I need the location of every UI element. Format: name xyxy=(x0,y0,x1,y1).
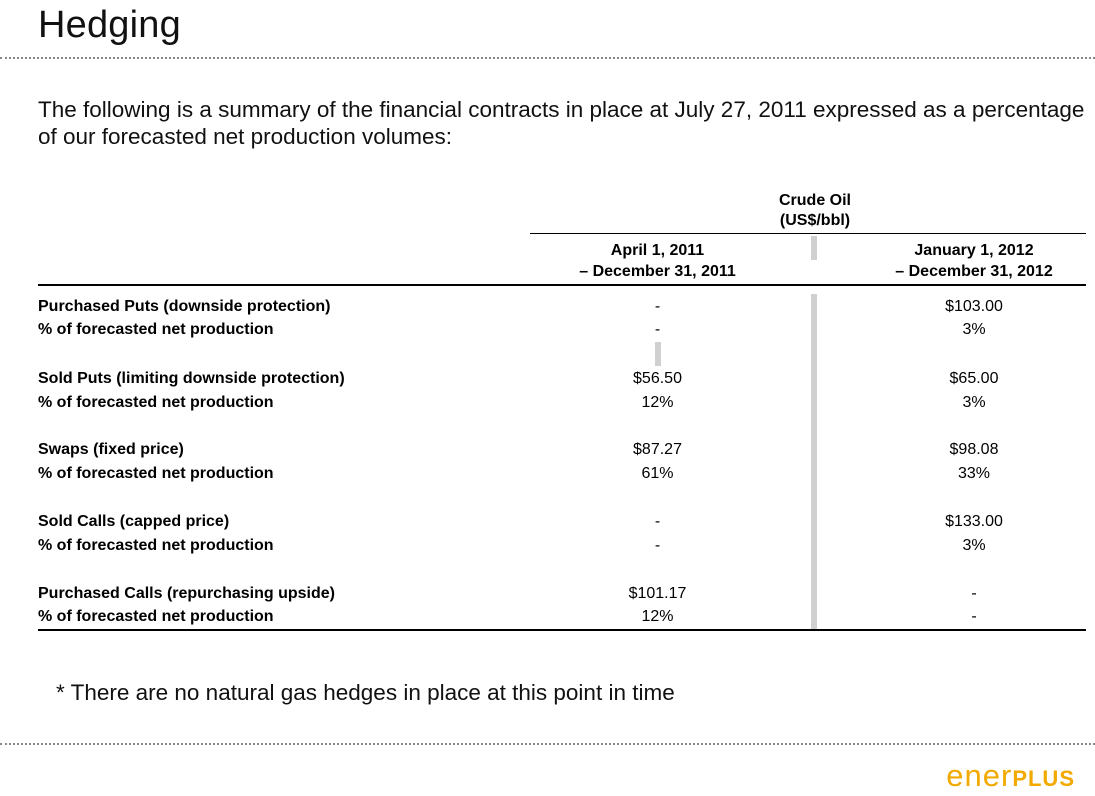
row-label: Swaps (fixed price) xyxy=(38,441,184,458)
row-cell: - xyxy=(971,585,977,602)
table-bottom-rule xyxy=(38,629,1086,631)
column-separator-fragment xyxy=(655,342,661,366)
col1-header-line1: April 1, 2011 xyxy=(610,242,705,259)
row-label: Purchased Calls (repurchasing upside) xyxy=(38,585,335,602)
row-cell: $103.00 xyxy=(945,298,1003,315)
logo-text-ener: ener xyxy=(946,758,1013,793)
row-cell: - xyxy=(654,537,661,554)
row-label: Sold Calls (capped price) xyxy=(38,513,230,530)
row-label: Sold Puts (limiting downside protection) xyxy=(38,370,345,387)
group-header-rule xyxy=(530,233,1086,234)
row-cell: 12% xyxy=(641,608,674,625)
column-separator xyxy=(811,236,817,260)
group-header-commodity: Crude Oil xyxy=(778,192,851,209)
row-cell: 3% xyxy=(962,394,986,411)
row-cell: 3% xyxy=(962,537,986,554)
row-cell: $98.08 xyxy=(949,441,999,458)
row-label: Purchased Puts (downside protection) xyxy=(38,298,331,315)
row-cell: $87.27 xyxy=(633,441,682,458)
row-cell: - xyxy=(654,298,661,315)
col1-header-line2: – December 31, 2011 xyxy=(579,263,736,280)
row-cell: - xyxy=(654,513,661,530)
col2-header-line1: January 1, 2012 xyxy=(914,242,1034,259)
row-cell: - xyxy=(654,321,661,338)
row-cell: 12% xyxy=(641,394,674,411)
intro-text: The following is a summary of the financ… xyxy=(38,97,1085,149)
row-cell: $56.50 xyxy=(633,370,682,387)
row-label: % of forecasted net production xyxy=(38,465,274,482)
row-cell: - xyxy=(971,608,977,625)
group-header-unit: (US$/bbl) xyxy=(779,212,851,229)
row-label: % of forecasted net production xyxy=(38,608,274,625)
page-title: Hedging xyxy=(38,4,181,46)
logo-text-plus: plus xyxy=(1012,757,1075,793)
row-cell: $65.00 xyxy=(949,370,999,387)
row-label: % of forecasted net production xyxy=(38,321,274,338)
row-cell: 33% xyxy=(957,465,991,482)
enerplus-logo: enerplus xyxy=(946,757,1075,794)
row-label: % of forecasted net production xyxy=(38,394,274,411)
row-cell: 61% xyxy=(641,465,674,482)
column-separator xyxy=(811,294,817,630)
footnote: * There are no natural gas hedges in pla… xyxy=(56,680,675,705)
bottom-divider xyxy=(0,743,1095,745)
header-bottom-rule xyxy=(38,284,1086,286)
col2-header-line2: – December 31, 2012 xyxy=(895,263,1053,280)
row-label: % of forecasted net production xyxy=(38,537,274,554)
row-cell: $133.00 xyxy=(945,513,1003,530)
top-divider xyxy=(0,57,1095,59)
row-cell: $101.17 xyxy=(628,585,687,602)
row-cell: 3% xyxy=(962,321,986,338)
